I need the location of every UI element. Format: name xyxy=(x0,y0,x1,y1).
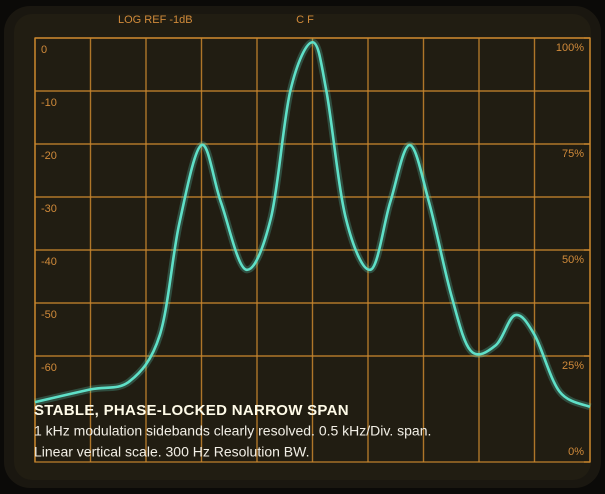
caption-line: Linear vertical scale. 300 Hz Resolution… xyxy=(34,444,309,460)
y2-tick-label: 100% xyxy=(556,42,584,54)
y-tick-label: -50 xyxy=(41,309,57,321)
y2-tick-label: 50% xyxy=(562,254,584,266)
y-tick-label: -20 xyxy=(41,150,57,162)
caption-title: STABLE, PHASE-LOCKED NARROW SPAN xyxy=(34,402,349,419)
center-label: C F xyxy=(296,14,314,26)
y-tick-label: -10 xyxy=(41,97,57,109)
caption-line: 1 kHz modulation sidebands clearly resol… xyxy=(34,423,431,439)
analyzer-screen: 0 -10 -20 -30 -40 -50 -60 100% 75% 50% 25% 0% LOG R… xyxy=(0,0,605,494)
top-left-label: LOG REF -1dB xyxy=(118,14,193,26)
y2-tick-label: 75% xyxy=(562,148,584,160)
y-tick-label: -30 xyxy=(41,203,57,215)
y-tick-label: -40 xyxy=(41,256,57,268)
y2-tick-label: 0% xyxy=(568,446,584,458)
y2-tick-label: 25% xyxy=(562,360,584,372)
y-tick-label: 0 xyxy=(41,44,47,56)
y-tick-label: -60 xyxy=(41,362,57,374)
